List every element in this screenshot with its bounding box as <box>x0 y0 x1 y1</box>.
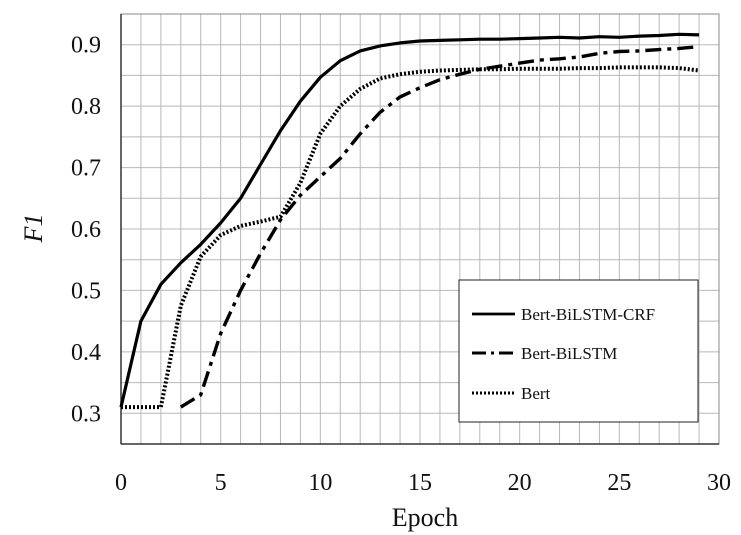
legend-label-bert: Bert <box>521 384 551 403</box>
series-line-bert <box>121 65 700 410</box>
x-axis-label: Epoch <box>392 503 458 532</box>
y-tick-label: 0.8 <box>71 94 101 120</box>
y-tick-label: 0.7 <box>71 156 101 182</box>
x-tick-label: 0 <box>115 470 127 496</box>
series-line-bert-bilstm <box>179 44 700 409</box>
x-tick-label: 15 <box>408 470 432 496</box>
x-tick-label: 10 <box>308 470 332 496</box>
x-tick-label: 20 <box>508 470 532 496</box>
legend-box <box>458 279 699 423</box>
y-tick-label: 0.5 <box>71 278 101 304</box>
series-lines <box>119 32 700 410</box>
y-tick-label: 0.4 <box>71 340 101 366</box>
legend-label-bert-bilstm: Bert-BiLSTM <box>521 344 617 363</box>
tick-labels: 0 5 10 15 20 25 30 0.3 0.4 0.5 0.6 0.7 0.8 0.9 <box>71 33 731 496</box>
y-tick-label: 0.3 <box>71 401 101 427</box>
x-tick-label: 25 <box>607 470 631 496</box>
axes <box>120 13 720 445</box>
series-line-bert-bilstm-crf <box>119 32 700 408</box>
y-axis-label: F1 <box>19 214 48 244</box>
x-tick-label: 5 <box>215 470 227 496</box>
y-tick-label: 0.6 <box>71 217 101 243</box>
y-tick-label: 0.9 <box>71 33 101 59</box>
x-tick-label: 30 <box>707 470 731 496</box>
legend-label-bert-bilstm-crf: Bert-BiLSTM-CRF <box>521 305 655 324</box>
legend: Bert-BiLSTM-CRF Bert-BiLSTM Bert <box>458 279 699 423</box>
